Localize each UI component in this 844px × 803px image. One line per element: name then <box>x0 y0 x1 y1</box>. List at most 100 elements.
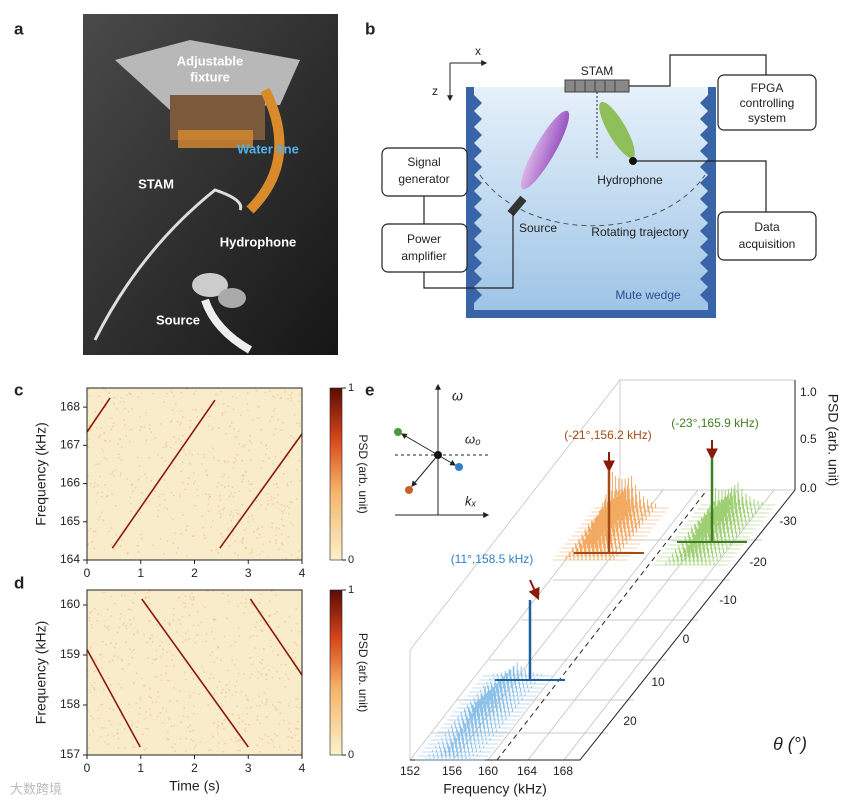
noise <box>92 730 94 732</box>
noise <box>164 620 166 622</box>
noise <box>205 469 207 472</box>
y-axis-label: Frequency (kHz) <box>33 621 49 724</box>
noise <box>179 423 182 426</box>
x-axis-label: Time (s) <box>169 778 220 794</box>
noise <box>164 460 167 462</box>
noise <box>237 627 240 629</box>
noise <box>292 524 294 526</box>
x-tick-label: 0 <box>84 761 91 775</box>
axis-label: x <box>475 44 481 58</box>
noise <box>232 534 234 537</box>
noise <box>181 615 184 618</box>
noise <box>182 449 185 452</box>
noise <box>123 419 125 421</box>
noise <box>256 635 258 637</box>
noise <box>87 709 89 711</box>
noise <box>220 533 223 535</box>
noise <box>196 488 199 491</box>
noise <box>164 446 167 449</box>
noise <box>93 547 96 550</box>
noise <box>259 593 262 596</box>
noise <box>290 400 292 402</box>
noise <box>115 534 117 536</box>
x-tick-label: 2 <box>191 566 198 580</box>
noise <box>227 594 229 597</box>
noise <box>293 660 296 663</box>
noise <box>117 683 120 685</box>
peak-label: (11°,158.5 kHz) <box>451 552 534 566</box>
y-tick-label: 167 <box>60 438 80 452</box>
noise <box>194 505 197 507</box>
noise <box>96 492 99 494</box>
noise <box>273 407 276 410</box>
noise <box>124 746 127 749</box>
noise <box>217 724 219 727</box>
noise <box>162 446 164 449</box>
noise <box>270 495 273 498</box>
noise <box>127 663 130 665</box>
noise <box>290 521 292 524</box>
noise <box>205 633 208 635</box>
noise <box>192 692 195 694</box>
noise <box>156 676 158 678</box>
noise <box>230 492 232 495</box>
noise <box>145 476 148 479</box>
noise <box>110 723 112 726</box>
noise <box>267 556 269 558</box>
noise <box>280 429 283 432</box>
noise <box>265 716 268 718</box>
noise <box>140 537 143 540</box>
noise <box>104 741 106 743</box>
noise <box>162 707 164 709</box>
noise <box>168 718 170 720</box>
x-tick-label: 4 <box>299 566 306 580</box>
noise <box>287 535 289 538</box>
noise <box>173 436 175 438</box>
noise <box>161 457 163 459</box>
noise <box>290 435 293 437</box>
noise <box>277 493 279 496</box>
noise <box>251 515 253 517</box>
noise <box>238 490 241 493</box>
noise <box>87 475 89 477</box>
noise <box>133 649 135 651</box>
noise <box>264 703 267 705</box>
noise <box>227 485 230 487</box>
noise <box>272 463 274 465</box>
noise <box>232 530 234 533</box>
noise <box>295 608 298 610</box>
noise <box>258 737 261 740</box>
noise <box>193 705 195 707</box>
noise <box>288 615 291 618</box>
noise <box>236 680 238 683</box>
noise <box>259 661 261 663</box>
noise <box>93 670 96 673</box>
noise <box>165 665 168 667</box>
noise <box>192 596 194 598</box>
noise <box>175 403 177 406</box>
noise <box>241 480 243 483</box>
noise <box>293 437 295 439</box>
noise <box>250 442 253 444</box>
noise <box>262 658 264 661</box>
noise <box>245 547 248 550</box>
noise <box>287 649 290 651</box>
noise <box>275 527 278 529</box>
noise <box>220 692 223 694</box>
noise <box>219 495 221 497</box>
x-tick-label: 2 <box>191 761 198 775</box>
noise <box>148 620 151 622</box>
noise <box>245 598 247 601</box>
noise <box>160 679 163 681</box>
noise <box>292 652 295 654</box>
noise <box>89 691 92 693</box>
noise <box>162 648 164 651</box>
noise <box>122 624 125 626</box>
noise <box>157 478 160 480</box>
y-tick-label: 157 <box>60 747 80 761</box>
x-tick-label: 160 <box>478 764 498 778</box>
noise <box>222 508 224 511</box>
noise <box>174 750 176 753</box>
noise <box>248 723 250 726</box>
noise <box>231 422 233 424</box>
